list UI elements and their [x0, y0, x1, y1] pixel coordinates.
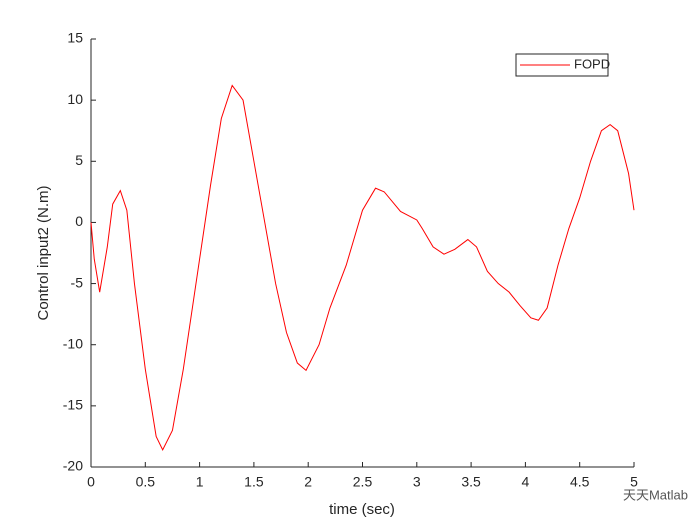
- y-tick-label: -5: [71, 274, 84, 290]
- y-axis-label: Control input2 (N.m): [35, 185, 52, 320]
- x-tick-label: 4.5: [570, 474, 590, 490]
- x-tick-label: 4: [522, 474, 530, 490]
- y-tick-label: 5: [75, 152, 83, 168]
- legend-label: FOPD: [574, 56, 610, 71]
- watermark: 天天Matlab: [623, 487, 688, 502]
- x-tick-label: 5: [630, 474, 638, 490]
- y-tick-label: -15: [63, 397, 83, 413]
- x-tick-label: 1.5: [244, 474, 264, 490]
- x-tick-label: 2.5: [353, 474, 373, 490]
- x-tick-label: 0.5: [136, 474, 156, 490]
- x-tick-label: 1: [196, 474, 204, 490]
- data-line: [90, 84, 635, 452]
- y-tick-label: 0: [75, 213, 83, 229]
- x-tick-label: 3.5: [461, 474, 481, 490]
- x-tick-label: 0: [87, 474, 95, 490]
- x-tick-label: 2: [304, 474, 312, 490]
- y-tick-label: -10: [63, 335, 83, 351]
- x-tick-label: 3: [413, 474, 421, 490]
- x-axis-label: time (sec): [329, 501, 395, 518]
- y-tick-label: 15: [67, 30, 83, 46]
- y-tick-label: -20: [63, 458, 83, 474]
- y-tick-label: 10: [67, 91, 83, 107]
